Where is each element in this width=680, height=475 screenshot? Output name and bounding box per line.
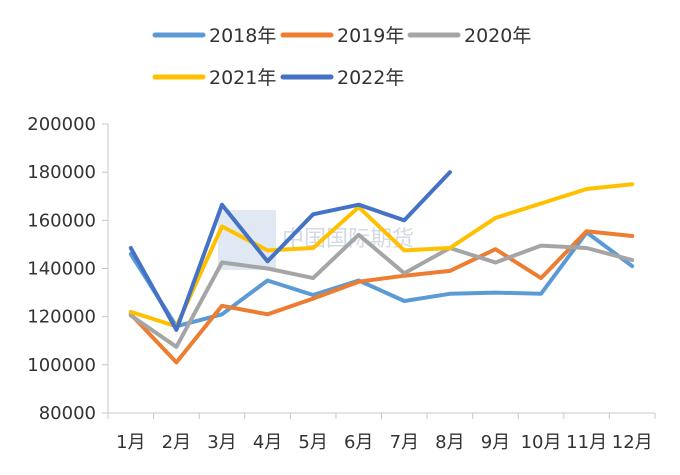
y-tick-label: 160000 [27, 210, 96, 231]
x-tick-label: 7月 [390, 432, 419, 453]
series-line-2019年 [128, 229, 635, 365]
x-tick-label: 4月 [253, 432, 282, 453]
x-tick-label: 3月 [207, 432, 236, 453]
legend: 2018年 2019年 2020年 2021年 2022年 [152, 25, 531, 89]
y-tick-label: 140000 [27, 259, 96, 280]
x-axis-ticks: 1月 2月 3月 4月 5月 6月 7月 8月 9月 10月 11月 12月 [107, 413, 656, 453]
x-tick-label: 11月 [566, 432, 607, 453]
y-tick-label: 180000 [27, 162, 96, 183]
x-tick-label: 6月 [344, 432, 373, 453]
legend-label: 2020年 [464, 25, 531, 47]
x-tick-label: 5月 [298, 432, 327, 453]
series-line-2021年 [128, 182, 635, 329]
axes [107, 124, 655, 414]
x-tick-label: 8月 [435, 432, 464, 453]
legend-label: 2021年 [209, 67, 276, 89]
x-tick-label: 2月 [162, 432, 191, 453]
series-lines [128, 170, 635, 365]
y-axis-ticks: 80000 100000 120000 140000 160000 180000 20000… [27, 114, 108, 424]
legend-label: 2022年 [337, 67, 404, 89]
y-tick-label: 100000 [27, 355, 96, 376]
series-line-2022年 [128, 170, 452, 332]
y-tick-label: 120000 [27, 307, 96, 328]
y-tick-label: 80000 [39, 403, 96, 424]
legend-label: 2018年 [209, 25, 276, 47]
x-tick-label: 9月 [481, 432, 510, 453]
y-tick-label: 200000 [27, 114, 96, 135]
legend-label: 2019年 [337, 25, 404, 47]
x-tick-label: 10月 [521, 432, 562, 453]
x-tick-label: 12月 [612, 432, 653, 453]
series-line-2020年 [128, 232, 635, 349]
x-tick-label: 1月 [116, 432, 145, 453]
